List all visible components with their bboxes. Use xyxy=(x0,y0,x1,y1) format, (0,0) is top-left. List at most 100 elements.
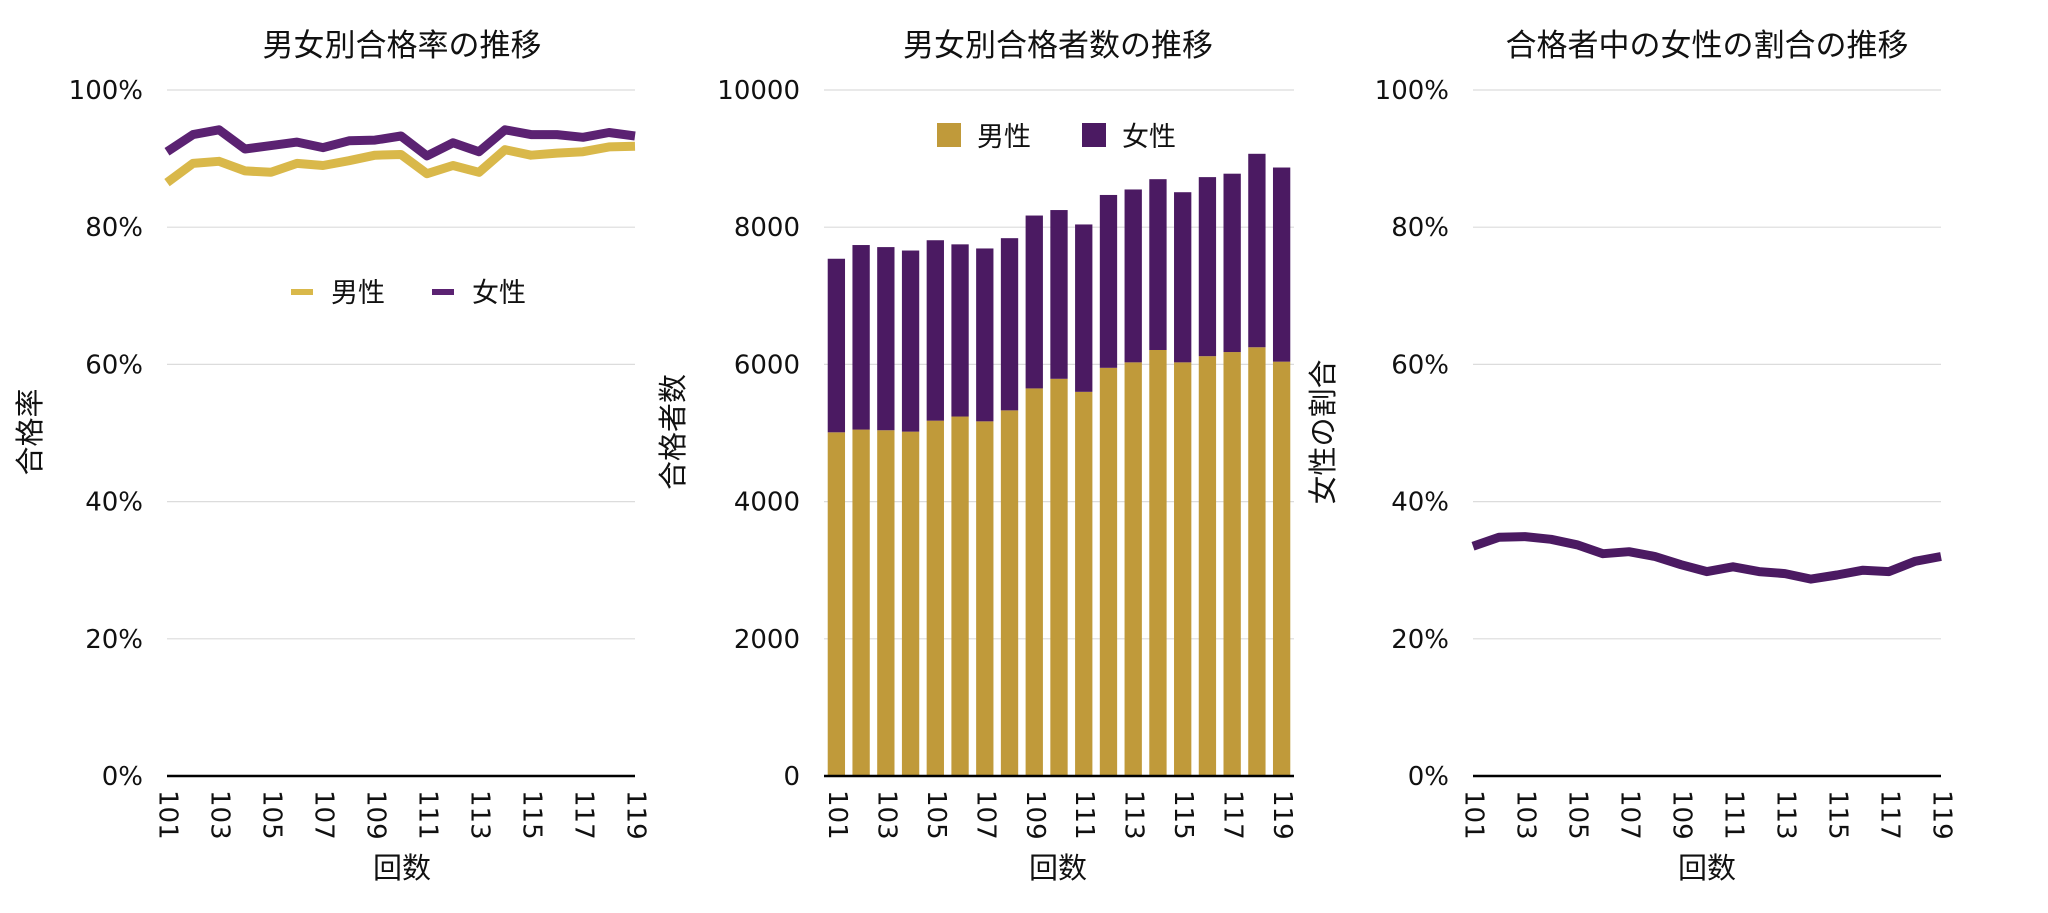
pass-rate-x-tick-label: 115 xyxy=(517,790,547,840)
bar-male-102 xyxy=(852,429,870,776)
legend-label-male: 男性 xyxy=(331,278,385,309)
passer-count-plot-area: 0 2000 4000 6000 8000 10000 101 103 105 107 109 111… xyxy=(717,76,1297,840)
passer-count-y-axis-label: 合格者数 xyxy=(656,374,690,490)
passer-count-y-tick-label: 10000 xyxy=(717,76,800,106)
female-share-x-tick-label: 101 xyxy=(1459,790,1489,840)
pass-rate-x-tick-label: 107 xyxy=(309,790,339,840)
passer-count-x-tick-label: 107 xyxy=(970,790,1000,840)
female-share-line xyxy=(1471,532,1942,584)
legend-label-female: 女性 xyxy=(472,278,526,309)
bar-female-116 xyxy=(1198,177,1217,357)
pass-rate-x-tick-label: 117 xyxy=(569,790,599,840)
female-share-y-axis-label: 女性の割合 xyxy=(1306,359,1340,504)
bar-male-119 xyxy=(1272,361,1291,776)
bar-female-112 xyxy=(1099,194,1118,368)
bar-male-111 xyxy=(1075,391,1093,776)
legend-label-male-count: 男性 xyxy=(977,122,1031,153)
legend-label-female-count: 女性 xyxy=(1122,122,1176,153)
pass-rate-x-tick-label: 101 xyxy=(153,790,183,840)
male-pass-rate-line xyxy=(164,141,636,187)
passer-count-x-tick-label: 105 xyxy=(921,790,951,840)
bar-female-106 xyxy=(951,244,969,417)
bar-female-107 xyxy=(976,248,994,422)
bar-female-119 xyxy=(1272,167,1291,362)
bar-male-112 xyxy=(1099,367,1118,776)
female-share-chart-title: 合格者中の女性の割合の推移 xyxy=(1506,28,1909,64)
pass-rate-x-tick-label: 111 xyxy=(413,790,443,840)
bar-male-107 xyxy=(976,421,994,776)
passer-count-y-tick-label: 6000 xyxy=(734,350,800,380)
pass-rate-x-tick-label: 119 xyxy=(621,790,651,840)
bar-male-115 xyxy=(1174,362,1192,776)
bar-female-102 xyxy=(852,245,870,430)
female-share-y-tick-label: 20% xyxy=(1391,625,1449,655)
bar-male-105 xyxy=(926,420,944,776)
passer-count-x-tick-label: 115 xyxy=(1168,790,1198,840)
female-share-x-tick-label: 111 xyxy=(1719,790,1749,840)
pass-rate-plot-area: 0% 20% 40% 60% 80% 100% 101 103 105 107 109 111 113 1… xyxy=(69,76,651,840)
bar-male-108 xyxy=(1000,410,1019,776)
bar-female-109 xyxy=(1025,215,1043,389)
female-share-y-tick-label: 60% xyxy=(1391,350,1449,380)
bar-female-111 xyxy=(1075,224,1093,392)
pass-rate-y-axis-label: 合格率 xyxy=(13,388,47,475)
bar-female-115 xyxy=(1174,192,1192,363)
passer-count-chart: 男女別合格者数の推移 合格者数 回数 0 2000 4000 6000 8000 1000… xyxy=(656,28,1297,885)
bar-female-118 xyxy=(1248,153,1266,348)
female-share-x-tick-label: 103 xyxy=(1511,790,1541,840)
passer-count-chart-title: 男女別合格者数の推移 xyxy=(903,28,1213,64)
bar-female-105 xyxy=(926,240,944,421)
bar-male-103 xyxy=(877,430,895,776)
legend-swatch-female-bar xyxy=(1082,123,1106,147)
pass-rate-x-tick-label: 113 xyxy=(465,790,495,840)
pass-rate-x-tick-label: 109 xyxy=(361,790,391,840)
pass-rate-legend: 男性 女性 xyxy=(291,278,526,309)
female-share-x-tick-label: 119 xyxy=(1927,790,1957,840)
bar-male-104 xyxy=(901,431,920,776)
female-share-x-tick-label: 115 xyxy=(1823,790,1853,840)
bar-female-117 xyxy=(1223,173,1241,353)
pass-rate-chart-title: 男女別合格率の推移 xyxy=(263,28,542,64)
pass-rate-y-tick-label: 0% xyxy=(102,762,143,792)
pass-rate-x-tick-label: 103 xyxy=(205,790,235,840)
female-share-x-axis-label: 回数 xyxy=(1678,851,1736,885)
passer-count-y-tick-label: 4000 xyxy=(734,488,800,518)
female-share-y-tick-label: 100% xyxy=(1375,76,1449,106)
bar-female-101 xyxy=(827,258,846,433)
bar-male-114 xyxy=(1149,349,1167,776)
female-share-plot-area: 0% 20% 40% 60% 80% 100% 101 103 105 107 109 111 113 1… xyxy=(1375,76,1957,840)
bar-male-116 xyxy=(1198,356,1217,776)
bar-female-110 xyxy=(1050,210,1068,379)
pass-rate-chart: 男女別合格率の推移 合格率 回数 0% 20% 40% 60% 80% 100% 101 10… xyxy=(13,28,651,885)
female-pass-rate-line xyxy=(164,125,636,161)
pass-rate-x-tick-label: 105 xyxy=(257,790,287,840)
pass-rate-y-tick-label: 20% xyxy=(85,625,143,655)
pass-rate-y-tick-label: 80% xyxy=(85,213,143,243)
bar-male-113 xyxy=(1124,362,1142,776)
passer-count-x-tick-label: 117 xyxy=(1218,790,1248,840)
passer-count-x-tick-label: 101 xyxy=(822,790,852,840)
bar-male-109 xyxy=(1025,388,1043,776)
bar-male-101 xyxy=(827,432,846,776)
bar-male-118 xyxy=(1248,347,1266,776)
pass-rate-y-tick-label: 60% xyxy=(85,350,143,380)
female-share-x-tick-label: 109 xyxy=(1667,790,1697,840)
legend-swatch-male-bar xyxy=(937,123,961,147)
bar-male-110 xyxy=(1050,378,1068,776)
female-share-x-tick-label: 117 xyxy=(1875,790,1905,840)
female-share-y-tick-label: 0% xyxy=(1408,762,1449,792)
pass-rate-y-tick-label: 40% xyxy=(85,488,143,518)
bar-female-114 xyxy=(1149,179,1167,350)
passer-count-x-tick-label: 111 xyxy=(1069,790,1099,840)
female-share-y-tick-label: 40% xyxy=(1391,488,1449,518)
bar-female-104 xyxy=(901,250,920,432)
female-share-x-tick-label: 105 xyxy=(1563,790,1593,840)
passer-count-x-tick-label: 109 xyxy=(1020,790,1050,840)
female-share-y-tick-label: 80% xyxy=(1391,213,1449,243)
female-share-chart: 合格者中の女性の割合の推移 女性の割合 回数 0% 20% 40% 60% 80% 100… xyxy=(1306,28,1957,885)
passer-count-x-tick-label: 113 xyxy=(1119,790,1149,840)
passer-count-y-tick-label: 0 xyxy=(783,762,800,792)
bar-female-103 xyxy=(877,247,895,431)
